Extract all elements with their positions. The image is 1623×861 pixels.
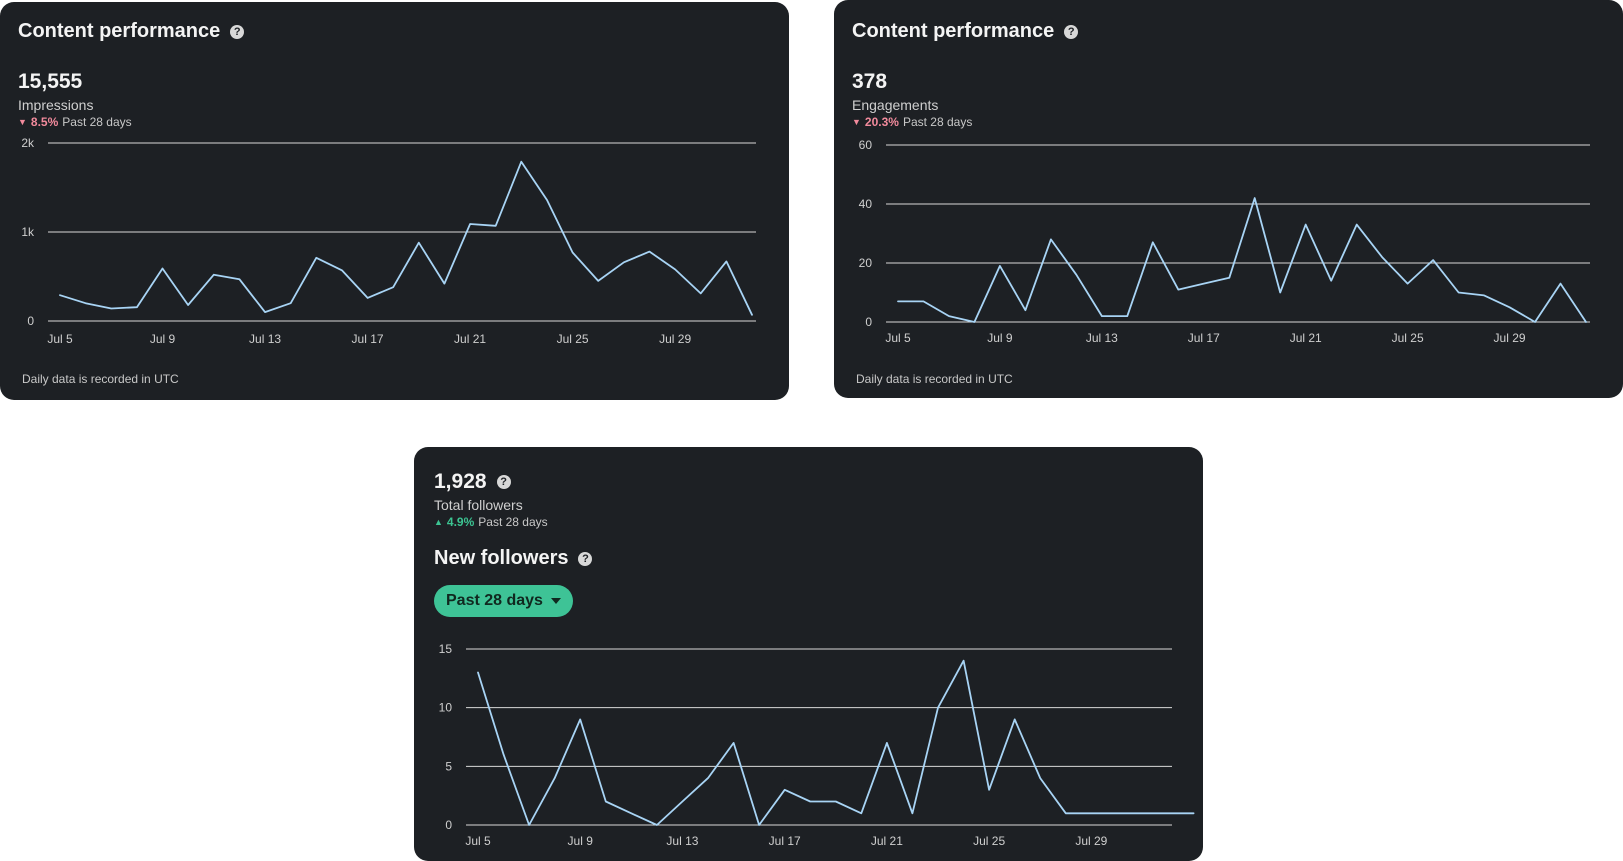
caret-down-icon xyxy=(550,598,561,604)
y-tick-label: 20 xyxy=(859,256,873,270)
change-period: Past 28 days xyxy=(478,515,548,529)
y-tick-label: 0 xyxy=(865,315,872,329)
y-tick-label: 5 xyxy=(445,759,452,773)
x-tick-label: Jul 9 xyxy=(568,834,594,848)
engagements-value: 378 xyxy=(852,70,888,93)
x-tick-label: Jul 5 xyxy=(465,834,491,848)
x-tick-label: Jul 29 xyxy=(1494,331,1526,345)
card-title: Content performance ? xyxy=(18,20,245,43)
date-range-label: Past 28 days xyxy=(446,592,543,609)
engagements-label: Engagements xyxy=(852,97,939,113)
section-title: New followers xyxy=(434,547,569,569)
footnote: Daily data is recorded in UTC xyxy=(22,372,179,386)
date-range-dropdown[interactable]: Past 28 days xyxy=(434,585,573,617)
impressions-label: Impressions xyxy=(18,97,94,113)
engagements-card: Content performance ? 378 Engagements ▼ … xyxy=(834,0,1623,398)
series-line xyxy=(59,160,753,316)
new-followers-heading: New followers ? xyxy=(434,547,593,570)
change-percent: 8.5% xyxy=(30,115,59,129)
y-tick-label: 0 xyxy=(445,818,452,832)
total-followers-number: 1,928 xyxy=(434,470,487,493)
y-tick-label: 10 xyxy=(439,701,453,715)
x-tick-label: Jul 29 xyxy=(1075,834,1107,848)
x-tick-label: Jul 25 xyxy=(973,834,1005,848)
help-icon[interactable]: ? xyxy=(1064,24,1079,39)
x-tick-label: Jul 9 xyxy=(150,332,176,346)
change-period: Past 28 days xyxy=(62,115,132,129)
x-tick-label: Jul 9 xyxy=(987,331,1013,345)
impressions-change: ▼ 8.5% Past 28 days xyxy=(18,115,132,129)
down-triangle-icon: ▼ xyxy=(852,117,861,127)
card-title-text: Content performance xyxy=(18,20,221,42)
x-tick-label: Jul 17 xyxy=(769,834,801,848)
x-tick-label: Jul 21 xyxy=(871,834,903,848)
change-percent: 20.3% xyxy=(864,115,899,129)
followers-card: 1,928 ? Total followers ▲ 4.9% Past 28 d… xyxy=(414,447,1203,861)
x-tick-label: Jul 21 xyxy=(454,332,486,346)
help-icon[interactable]: ? xyxy=(496,475,511,489)
engagements-line-chart: 0 20 40 60 Jul 5 Jul 9 Jul 13 Jul 17 Jul 21 Jul 2… xyxy=(859,138,1590,345)
y-tick-label: 1k xyxy=(21,225,35,239)
footnote: Daily data is recorded in UTC xyxy=(856,372,1013,386)
series-line xyxy=(477,659,1195,826)
up-triangle-icon: ▲ xyxy=(434,517,443,527)
impressions-line-chart: 0 1k 2k Jul 5 Jul 9 Jul 13 Jul 17 Jul 21 Jul 25 J… xyxy=(21,136,756,346)
card-title-text: Content performance xyxy=(852,20,1055,42)
total-followers-label: Total followers xyxy=(434,497,523,513)
x-tick-label: Jul 25 xyxy=(557,332,589,346)
total-followers-value: 1,928 ? xyxy=(434,470,511,494)
engagements-change: ▼ 20.3% Past 28 days xyxy=(852,115,972,129)
x-tick-label: Jul 5 xyxy=(47,332,73,346)
y-tick-label: 0 xyxy=(27,314,34,328)
change-percent: 4.9% xyxy=(446,515,475,529)
series-line xyxy=(897,197,1587,323)
help-icon[interactable]: ? xyxy=(578,551,593,566)
x-tick-label: Jul 17 xyxy=(352,332,384,346)
y-tick-label: 60 xyxy=(859,138,873,152)
x-tick-label: Jul 13 xyxy=(1086,331,1118,345)
x-tick-label: Jul 25 xyxy=(1392,331,1424,345)
new-followers-line-chart: 0 5 10 15 Jul 5 Jul 9 Jul 13 Jul 17 Jul 21 Jul 25… xyxy=(439,642,1195,848)
y-tick-label: 15 xyxy=(439,642,453,656)
x-tick-label: Jul 13 xyxy=(249,332,281,346)
x-tick-label: Jul 5 xyxy=(885,331,911,345)
impressions-value: 15,555 xyxy=(18,70,83,93)
change-period: Past 28 days xyxy=(902,115,973,129)
y-tick-label: 40 xyxy=(859,197,873,211)
impressions-card: Content performance ? 15,555 Impressions… xyxy=(0,2,789,400)
x-tick-label: Jul 21 xyxy=(1290,331,1322,345)
x-tick-label: Jul 13 xyxy=(666,834,698,848)
help-icon[interactable]: ? xyxy=(230,24,245,39)
down-triangle-icon: ▼ xyxy=(18,117,27,127)
x-tick-label: Jul 17 xyxy=(1188,331,1220,345)
y-tick-label: 2k xyxy=(21,136,35,150)
card-title: Content performance ? xyxy=(852,20,1079,43)
followers-change: ▲ 4.9% Past 28 days xyxy=(434,515,548,529)
x-tick-label: Jul 29 xyxy=(659,332,691,346)
